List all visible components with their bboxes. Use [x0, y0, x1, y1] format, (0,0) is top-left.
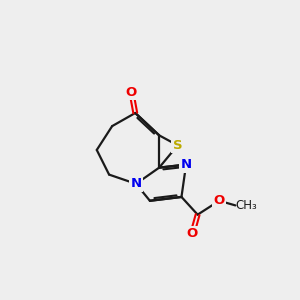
Text: O: O: [187, 227, 198, 240]
Text: N: N: [130, 177, 142, 190]
Text: O: O: [214, 194, 225, 207]
Text: S: S: [173, 139, 182, 152]
Text: O: O: [126, 86, 137, 99]
Text: CH₃: CH₃: [236, 199, 257, 212]
Text: N: N: [181, 158, 192, 171]
